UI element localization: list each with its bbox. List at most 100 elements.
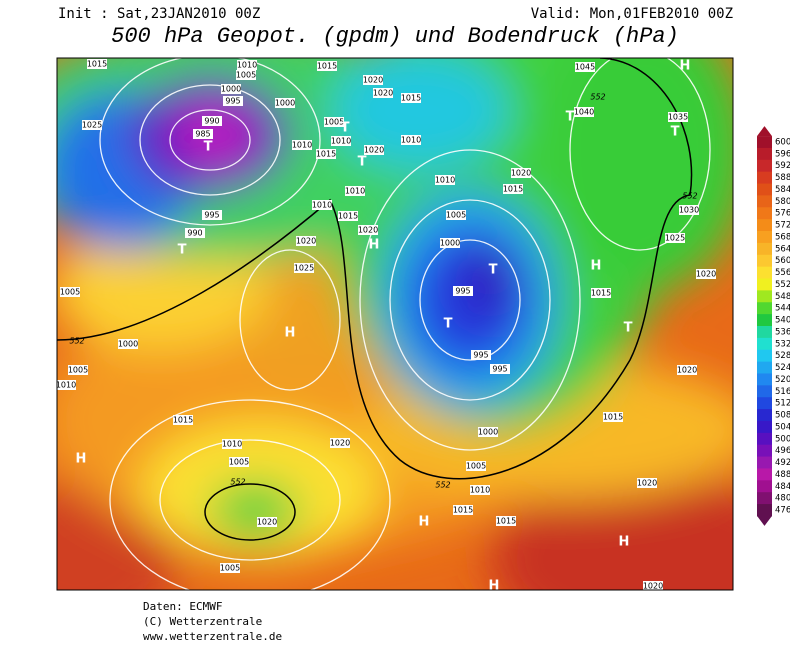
isobar-label: 1010 — [312, 201, 332, 210]
isobar-label: 1020 — [296, 237, 316, 246]
colorbar-swatch — [757, 219, 772, 232]
colorbar-swatch — [757, 504, 772, 517]
isobar-label: 1045 — [575, 63, 595, 72]
isobar-label: 1025 — [82, 121, 102, 130]
isobar-label: 1015 — [503, 185, 523, 194]
colorbar-label: 588 — [775, 173, 790, 183]
colorbar-swatch — [757, 207, 772, 220]
colorbar-label: 476 — [775, 506, 790, 516]
isobar-label: 1005 — [466, 462, 486, 471]
label-box — [118, 339, 138, 349]
colorbar-label: 480 — [775, 494, 790, 504]
colorbar-label: 600 — [775, 138, 790, 148]
label-box — [679, 205, 699, 215]
pressure-center: H — [591, 259, 602, 274]
colorbar-swatch — [757, 480, 772, 493]
isobar-label: 1015 — [173, 416, 193, 425]
colorbar-swatch — [757, 302, 772, 315]
isobar-label: 995 — [492, 365, 507, 374]
isobar-label: 1015 — [496, 517, 516, 526]
label-box — [440, 238, 460, 248]
isobar-label: 1020 — [364, 146, 384, 155]
colorbar-swatch — [757, 385, 772, 398]
label-box — [503, 184, 523, 194]
label-box — [401, 135, 421, 145]
label-box — [446, 210, 466, 220]
colorbar-label: 512 — [775, 399, 790, 409]
pressure-center: H — [285, 326, 296, 341]
pressure-center: T — [489, 263, 498, 278]
label-box — [87, 59, 107, 69]
colorbar-swatch — [757, 349, 772, 363]
isobar-label: 1020 — [511, 169, 531, 178]
label-box — [637, 478, 657, 488]
isobar-label: 1010 — [237, 61, 257, 70]
height-label: 552 — [590, 93, 605, 102]
map-frame — [56, 57, 734, 591]
label-box — [401, 93, 421, 103]
label-box — [373, 88, 393, 98]
title: 500 hPa Geopot. (gpdm) und Bodendruck (h… — [111, 24, 679, 49]
isobar-label: 1000 — [118, 340, 138, 349]
pressure-center: T — [178, 243, 187, 258]
isobar-label: 1010 — [401, 136, 421, 145]
colorbar-swatch — [757, 147, 772, 161]
label-box — [490, 364, 510, 374]
colorbar-label: 536 — [775, 327, 790, 337]
colorbar-label: 520 — [775, 375, 790, 385]
colorbar-label: 552 — [775, 280, 790, 290]
isobar-label: 985 — [195, 130, 210, 139]
colorbar-label: 576 — [775, 209, 790, 219]
colorbar-label: 556 — [775, 268, 790, 278]
colorbar-swatch — [757, 278, 772, 291]
isobar-label: 990 — [204, 117, 219, 126]
label-box — [294, 263, 314, 273]
credit: Daten: ECMWF — [143, 600, 222, 613]
colorbar-label: 572 — [775, 221, 790, 231]
label-box — [296, 236, 316, 246]
colorbar-swatch — [757, 136, 772, 149]
isobar-label: 1000 — [440, 239, 460, 248]
label-box — [68, 365, 88, 375]
label-box — [317, 61, 337, 71]
isobar-label: 1000 — [221, 85, 241, 94]
colorbar-label: 540 — [775, 316, 790, 326]
colorbar-label: 592 — [775, 161, 790, 171]
credit: www.wetterzentrale.de — [143, 630, 282, 643]
colorbar-swatch — [757, 195, 772, 208]
label-box — [331, 136, 351, 146]
pressure-center: T — [444, 317, 453, 332]
isobar-label: 1015 — [591, 289, 611, 298]
init-time: Init : Sat,23JAN2010 00Z — [58, 6, 260, 22]
isobar-label: 1020 — [373, 89, 393, 98]
colorbar-swatch — [757, 468, 772, 481]
colorbar-label: 528 — [775, 351, 790, 361]
label-box — [312, 200, 332, 210]
pressure-center: H — [369, 238, 380, 253]
label-box — [574, 107, 594, 117]
label-box — [257, 517, 277, 527]
isobar-label: 1005 — [60, 288, 80, 297]
isobar-label: 1005 — [324, 118, 344, 127]
label-box — [453, 505, 473, 515]
colorbar-label: 484 — [775, 482, 790, 492]
isobar-label: 1000 — [478, 428, 498, 437]
height-label: 552 — [69, 337, 84, 346]
isobar-label: 1015 — [603, 413, 623, 422]
colorbar-swatch — [757, 231, 772, 244]
isobar-label: 1020 — [363, 76, 383, 85]
isobar-label: 995 — [204, 211, 219, 220]
isobar-label: 1005 — [68, 366, 88, 375]
colorbar-label: 504 — [775, 422, 790, 432]
isobar-label: 1010 — [292, 141, 312, 150]
colorbar-swatch — [757, 314, 772, 327]
isobar-label: 1020 — [643, 582, 663, 591]
colorbar-label: 584 — [775, 185, 790, 195]
isobar-label: 1020 — [696, 270, 716, 279]
colorbar-swatch — [757, 159, 772, 173]
label-box — [466, 461, 486, 471]
label-box — [511, 168, 531, 178]
colorbar-label: 508 — [775, 411, 790, 421]
